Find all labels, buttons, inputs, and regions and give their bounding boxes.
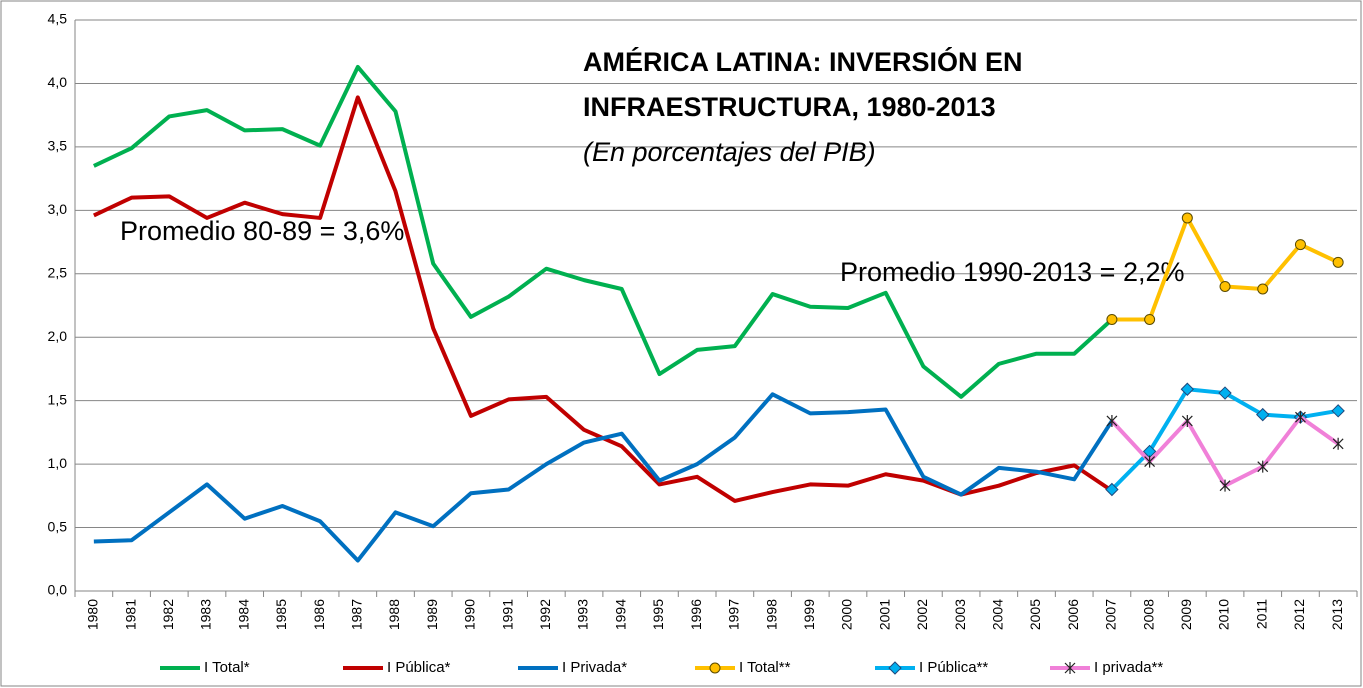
y-tick-label: 3,0 [48,201,68,217]
point [1256,407,1270,422]
x-tick-label: 2007 [1103,599,1119,630]
x-tick-label: 1985 [273,599,289,630]
x-tick-label: 1981 [122,599,138,630]
point [1144,455,1156,468]
point [1332,437,1344,450]
legend-label: I Pública* [387,659,451,676]
x-tick-label: 1988 [386,599,402,630]
x-tick-label: 2004 [989,599,1005,630]
x-tick-label: 1998 [763,599,779,630]
x-tick-label: 1982 [160,599,176,630]
point [1218,386,1232,400]
chart-title: INFRAESTRUCTURA, 1980-2013 [583,92,996,122]
legend-label: I Pública** [919,659,988,676]
y-tick-label: 2,0 [48,328,68,344]
y-tick-label: 1,0 [48,455,68,471]
point [1294,239,1306,251]
y-tick-label: 4,0 [48,74,68,90]
y-tick-label: 3,5 [48,138,68,154]
x-tick-label: 2001 [876,599,892,630]
annotation: Promedio 80-89 = 3,6% [120,216,404,246]
legend-item: I Total* [160,659,250,676]
legend-item: I privada** [1050,659,1163,676]
x-tick-label: 2003 [952,599,968,630]
y-tick-label: 1,5 [48,391,68,407]
point [1181,414,1193,427]
point [1332,256,1344,268]
x-tick-label: 2009 [1178,599,1194,630]
x-tick-label: 1993 [575,599,591,630]
point [1106,414,1118,427]
x-tick-label: 1997 [726,599,742,630]
legend-marker [888,661,902,675]
x-tick-label: 2002 [914,599,930,630]
legend-marker [1064,662,1076,674]
y-tick-label: 0,5 [48,518,68,534]
point [1219,479,1231,492]
x-tick-label: 2011 [1253,599,1269,629]
legend-label: I Privada* [562,659,627,676]
x-tick-label: 1995 [650,599,666,630]
legend-item: I Pública* [343,659,451,676]
x-tick-label: 2012 [1291,599,1307,630]
x-tick-label: 1994 [612,599,628,630]
legend-item: I Total** [695,659,791,676]
x-tick-label: 2013 [1329,599,1345,630]
x-tick-label: 2006 [1065,599,1081,630]
x-tick-label: 2000 [839,599,855,630]
chart-subtitle: (En porcentajes del PIB) [583,137,876,167]
x-tick-label: 1999 [801,599,817,630]
point [1257,283,1269,295]
legend-marker [709,662,721,674]
legend-label: I privada** [1094,659,1163,676]
x-tick-label: 1996 [688,599,704,630]
x-tick-label: 2010 [1216,599,1232,630]
series-line [93,64,1114,399]
point [1181,212,1193,224]
point [1180,382,1195,396]
y-tick-label: 4,5 [48,11,68,27]
point [1295,411,1306,424]
point [1106,313,1118,325]
legend-item: I Privada* [518,659,627,676]
x-tick-label: 1983 [198,599,214,630]
point [1105,482,1119,497]
legend-label: I Total* [204,659,250,676]
x-tick-label: 1990 [462,599,478,630]
point [1219,280,1231,292]
series-line [1110,387,1339,491]
chart-title: AMÉRICA LATINA: INVERSIÓN EN [583,46,1023,77]
x-tick-label: 1991 [499,599,515,630]
x-tick-label: 1984 [235,599,251,630]
y-tick-label: 0,0 [48,582,68,598]
x-tick-label: 2005 [1027,599,1043,630]
y-tick-label: 2,5 [48,264,68,280]
point [1144,313,1156,325]
x-tick-label: 1989 [424,599,440,630]
annotation: Promedio 1990-2013 = 2,2% [840,257,1185,287]
x-tick-label: 1986 [311,599,327,630]
x-tick-label: 1980 [85,599,101,630]
x-tick-label: 1987 [348,599,364,630]
x-tick-label: 1992 [537,599,553,630]
legend-label: I Total** [739,659,791,676]
point [1257,460,1269,473]
x-tick-label: 2008 [1140,599,1156,630]
series-line [93,392,1114,563]
legend-item: I Pública** [875,659,988,676]
point [1331,404,1345,418]
